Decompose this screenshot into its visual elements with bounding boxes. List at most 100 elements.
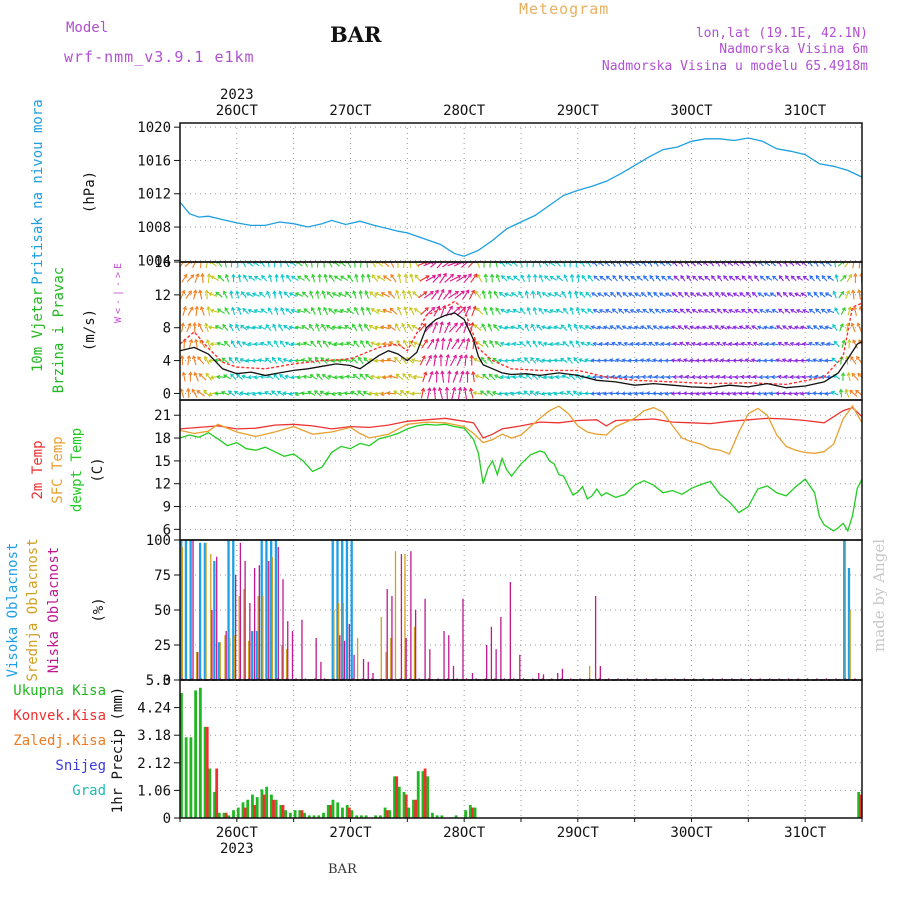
wind-arrow [432, 322, 438, 334]
wind-arrow [352, 290, 357, 299]
wind-arrow-head [549, 308, 554, 314]
total-precip-bar [213, 791, 216, 818]
wind-arrow-head [569, 273, 575, 278]
wind-arrow-head [542, 262, 547, 265]
wind-arrow-head [563, 274, 568, 279]
wind-arrow [408, 340, 416, 348]
wind-arrow [266, 291, 271, 299]
wind-arrow-head [543, 308, 548, 313]
wind-arrow-head [245, 292, 250, 297]
low-cloud-bar [471, 673, 474, 680]
wind-arrow-head [801, 341, 807, 347]
low-cloud-bar [391, 596, 393, 680]
wind-arrow [819, 325, 826, 330]
wind-arrow-head [216, 341, 221, 346]
wind-arrow [765, 343, 773, 346]
wind-arrow-head [748, 274, 752, 280]
wind-arrow [359, 262, 362, 268]
wind-arrow-head [500, 275, 505, 280]
wind-arrow-head [586, 308, 592, 313]
wind-arrow [541, 392, 550, 395]
wind-arrow-head [434, 289, 439, 294]
wind-arrow-head [315, 289, 320, 295]
wind-arrow-head [764, 374, 769, 380]
wind-arrow [800, 392, 808, 395]
wind-arrow-head [331, 358, 336, 363]
wind-arrow [617, 375, 625, 379]
wind-arrow-head [623, 262, 627, 265]
wind-arrow-head [405, 390, 410, 395]
wind-arrow [199, 290, 203, 300]
wind-arrow [326, 325, 334, 331]
wind-arrow-head [504, 391, 509, 396]
wind-arrow-head [247, 308, 252, 313]
wind-arrow [402, 373, 410, 381]
total-precip-bar [378, 815, 382, 818]
wind-arrow-head [793, 391, 799, 396]
wind-arrow-head [701, 325, 706, 330]
wind-arrow-head [543, 275, 548, 280]
low-cloud-bar [277, 547, 279, 680]
wind-arrow [622, 325, 629, 330]
wind-arrow-head [857, 289, 862, 294]
wind-arrow-head [229, 290, 234, 295]
wind-arrow-head [667, 275, 672, 280]
wind-arrow-head [251, 391, 256, 396]
wind-arrow [344, 325, 353, 331]
wind-arrow-head [775, 325, 780, 330]
wind-arrow [455, 322, 464, 333]
wind-arrow-head [203, 389, 208, 394]
wind-arrow [187, 388, 190, 399]
wind-arrow-head [597, 292, 602, 297]
wind-arrow [260, 342, 268, 346]
wind-arrow-head [732, 292, 737, 297]
wind-arrow-head [584, 325, 589, 330]
wind-arrow-head [431, 306, 436, 311]
wind-arrow [794, 292, 802, 297]
wind-arrow [531, 324, 536, 332]
total-precip-bar [468, 804, 472, 818]
wind-arrow-head [772, 275, 777, 280]
wind-arrow [634, 392, 642, 395]
wind-arrow-head [726, 391, 731, 396]
wind-arrow-head [591, 292, 596, 297]
wind-arrow [554, 292, 562, 298]
wind-arrow-head [204, 289, 210, 294]
wind-arrow [492, 357, 500, 364]
wind-arrow [280, 340, 286, 348]
wind-arrow [351, 391, 359, 396]
wind-arrow [505, 391, 513, 396]
wind-arrow [360, 340, 366, 348]
wind-arrow-head [222, 323, 227, 328]
wind-arrow-head [851, 372, 856, 377]
wind-arrow-head [189, 306, 194, 311]
wind-arrow [673, 309, 680, 314]
wind-arrow-head [787, 358, 792, 363]
wind-arrow-head [200, 272, 205, 277]
wind-arrow-head [512, 341, 517, 347]
wind-arrow [612, 308, 619, 314]
wind-arrow [489, 340, 495, 348]
wind-arrow [696, 326, 703, 329]
mid-cloud-bar [342, 603, 345, 680]
model-label: Model [66, 20, 109, 36]
wind-arrow-head [197, 322, 202, 327]
wind-arrow-head [453, 322, 458, 327]
wind-arrow [209, 292, 218, 297]
wind-arrow [609, 359, 617, 363]
wind-arrow-head [258, 291, 263, 296]
panel-4: 01.062.123.184.245.3 [137, 673, 863, 827]
wind-arrow [506, 309, 515, 313]
wind-arrow [375, 292, 384, 298]
wind-arrow-head [765, 275, 770, 280]
wind-arrow [422, 372, 427, 382]
wind-arrow-head [697, 308, 702, 314]
wind-arrow [560, 391, 568, 396]
wind-arrow [511, 292, 519, 298]
wind-arrow-head [357, 390, 362, 395]
mid-cloud-bar [413, 626, 416, 680]
wind-arrow [728, 309, 736, 314]
wind-arrow-head [510, 325, 515, 330]
wind-arrow [821, 308, 828, 314]
